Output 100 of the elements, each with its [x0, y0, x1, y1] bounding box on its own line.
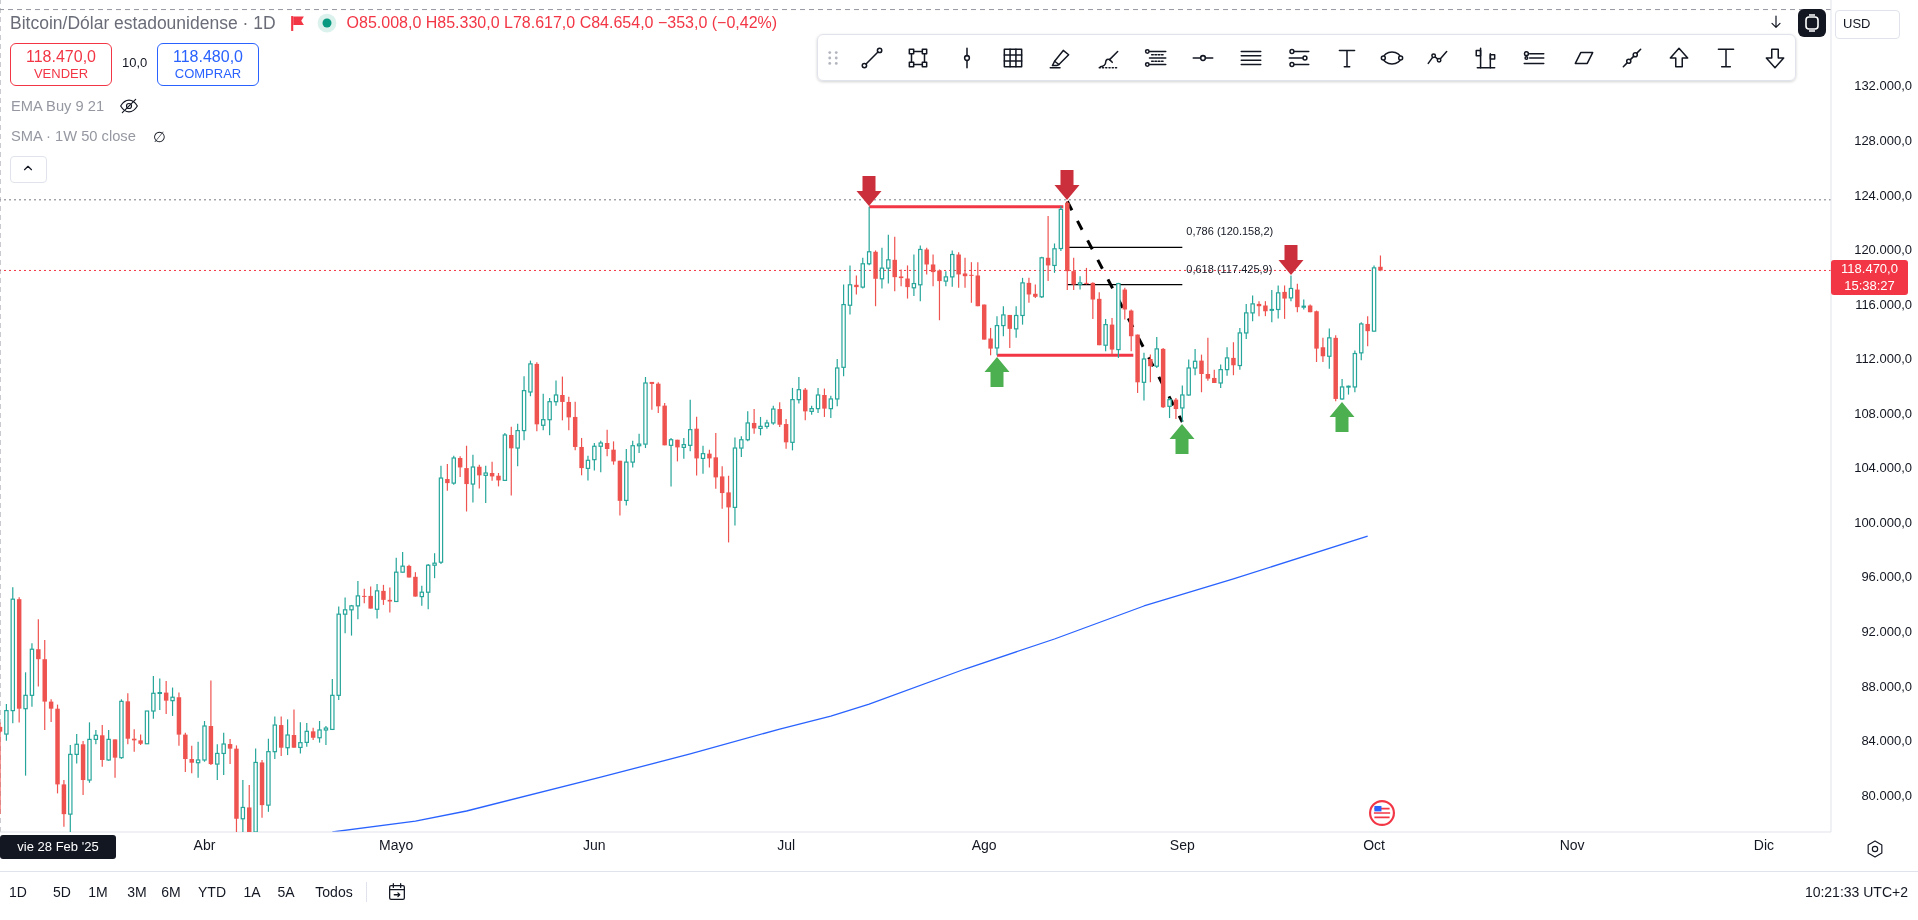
- buy-button: 118.480,0 COMPRAR: [157, 43, 259, 86]
- x-tick-label: Jun: [583, 836, 606, 853]
- candlestick: [726, 475, 731, 544]
- annotation: 118.470,0: [26, 48, 96, 65]
- candlestick: [1192, 348, 1198, 376]
- y-tick-label: 108.000,0: [1854, 405, 1912, 421]
- candlestick: [828, 395, 834, 419]
- y-tick-label: 100.000,0: [1854, 514, 1912, 530]
- candlestick: [1231, 341, 1236, 376]
- y-tick-label: 84.000,0: [1861, 733, 1912, 749]
- annotation: O85.008,0 H85.330,0 L78.617,0 C84.654,0 −353,0 (−0,42%): [346, 14, 778, 31]
- candlestick: [962, 257, 968, 289]
- candlestick: [464, 445, 469, 513]
- candlestick: [483, 465, 488, 504]
- text: 6M: [161, 884, 181, 900]
- text: USD: [1843, 16, 1871, 31]
- candlestick: [956, 251, 961, 289]
- text: YTD: [198, 884, 226, 900]
- candlestick: [349, 604, 354, 637]
- y-tick-label: 88.000,0: [1861, 678, 1912, 694]
- candlestick: [413, 571, 418, 598]
- candlestick: [278, 716, 284, 757]
- candlestick: [937, 268, 942, 321]
- candlestick: [1199, 354, 1204, 393]
- text: Todos: [315, 884, 353, 900]
- x-tick-label: Mayo: [379, 836, 414, 853]
- y-tick-label: 104.000,0: [1854, 460, 1912, 476]
- candlestick: [860, 257, 866, 290]
- candlestick: [950, 249, 955, 288]
- annotation: 10,0: [122, 55, 148, 70]
- candlestick: [1282, 284, 1287, 320]
- x-tick-label: Sep: [1169, 836, 1195, 853]
- x-tick-label: Abr: [193, 836, 216, 853]
- candlestick: [1339, 378, 1345, 401]
- y-tick-label: 128.000,0: [1854, 133, 1912, 149]
- annotation: EMA Buy 9 21: [11, 98, 105, 114]
- candlestick: [854, 274, 859, 296]
- candlestick: [687, 399, 693, 452]
- x-tick-label: Ago: [971, 836, 997, 853]
- annotation: COMPRAR: [174, 66, 242, 81]
- ref-line-label: vie 28 Feb '25: [17, 839, 99, 854]
- candlestick: [106, 729, 111, 762]
- x-tick-label: Oct: [1363, 836, 1386, 853]
- candlestick: [381, 584, 386, 606]
- candlestick: [579, 437, 584, 476]
- text: 5D: [53, 884, 71, 900]
- x-tick-label: Nov: [1559, 836, 1585, 853]
- annotation: VENDER: [33, 66, 89, 81]
- candlestick: [432, 552, 437, 579]
- candlestick: [988, 327, 993, 356]
- y-tick-label: 96.000,0: [1861, 569, 1912, 585]
- candlestick: [515, 423, 520, 467]
- candlestick: [342, 596, 348, 634]
- candlestick: [943, 270, 949, 287]
- candlestick: [892, 236, 897, 292]
- candlestick: [1224, 346, 1230, 377]
- ref-line-label: 118.470,0: [1841, 261, 1898, 277]
- candlestick: [585, 455, 591, 481]
- text: 15:38:27: [1844, 278, 1895, 294]
- candlestick: [777, 401, 782, 428]
- text: 1D: [9, 884, 27, 900]
- candlestick: [1205, 337, 1211, 382]
- candlestick: [796, 376, 802, 405]
- candlestick: [195, 741, 201, 779]
- text: 1A: [243, 884, 261, 900]
- candlestick: [994, 315, 1000, 356]
- y-tick-label: 116.000,0: [1855, 296, 1912, 312]
- text: 3M: [127, 884, 147, 900]
- candlestick: [285, 718, 290, 756]
- candlestick: [1320, 337, 1326, 363]
- annotation: 118.480,0: [173, 48, 243, 65]
- candlestick: [93, 729, 99, 745]
- candlestick: [847, 264, 853, 316]
- candlestick: [879, 247, 885, 290]
- candlestick: [170, 686, 175, 717]
- annotation: 0,786 (120.158,2): [1186, 225, 1274, 238]
- candlestick: [1103, 318, 1108, 352]
- candlestick: [668, 437, 674, 487]
- x-tick-label: Dic: [1753, 836, 1775, 853]
- candlestick: [815, 387, 821, 414]
- annotation: SMA · 1W 50 close: [11, 128, 136, 144]
- y-tick-label: 92.000,0: [1861, 624, 1912, 640]
- candlestick: [1218, 363, 1223, 389]
- candlestick: [1288, 274, 1294, 302]
- candlestick: [23, 671, 28, 777]
- candlestick: [509, 426, 514, 496]
- candlestick: [924, 247, 929, 276]
- text: 1M: [88, 884, 108, 900]
- candlestick: [681, 437, 687, 460]
- candlestick: [323, 725, 329, 746]
- candlestick: [470, 454, 476, 504]
- candlestick: [719, 465, 725, 510]
- candlestick: [886, 234, 891, 285]
- candlestick: [1275, 284, 1281, 320]
- candlestick: [560, 375, 565, 421]
- annotation: ∅: [153, 129, 166, 145]
- text: 5A: [277, 884, 295, 900]
- y-tick-label: 120.000,0: [1854, 242, 1912, 258]
- candlestick: [1327, 327, 1332, 370]
- candlestick: [758, 416, 763, 436]
